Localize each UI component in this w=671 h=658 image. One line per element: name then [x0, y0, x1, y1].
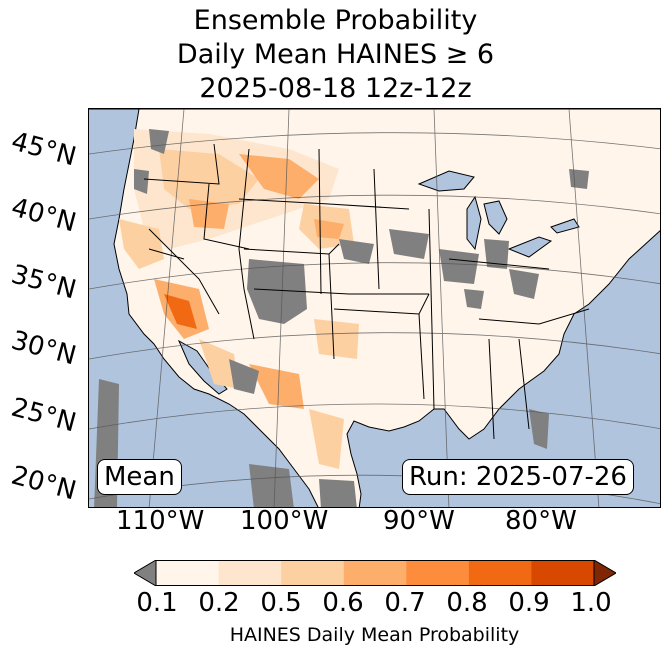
graticule: [89, 109, 660, 507]
lon-label-100: 100°W: [240, 506, 329, 536]
probability-shading: [119, 129, 359, 469]
colorbar-tick-4: 0.7: [384, 588, 426, 618]
colorbar-label: HAINES Daily Mean Probability: [229, 624, 520, 646]
colorbar-tick-3: 0.6: [322, 588, 364, 618]
colorbar-segment: [343, 560, 407, 586]
lat-label-25: 25°N: [8, 392, 80, 439]
colorbar-over-arrow: [593, 560, 616, 586]
colorbar-frame: [155, 560, 595, 586]
colorbar-tick-2: 0.5: [260, 588, 302, 618]
colorbar-segment: [468, 560, 532, 586]
run-date-box: Run: 2025-07-26: [402, 459, 634, 495]
lat-label-20: 20°N: [8, 460, 80, 507]
lon-label-90: 90°W: [383, 506, 455, 536]
colorbar-under-arrow: [134, 560, 157, 586]
colorbar: [134, 560, 616, 586]
title-line-2: Daily Mean HAINES ≥ 6: [176, 39, 495, 70]
colorbar-tick-1: 0.2: [198, 588, 240, 618]
colorbar-tick-5: 0.8: [446, 588, 488, 618]
below-threshold-areas: [94, 129, 589, 507]
state-boundaries: [143, 143, 590, 440]
mean-label-box: Mean: [97, 459, 182, 495]
colorbar-segment: [281, 560, 345, 586]
colorbar-segment: [156, 560, 220, 586]
lat-label-35: 35°N: [8, 259, 80, 306]
colorbar-segment: [218, 560, 282, 586]
title-line-3: 2025-08-18 12z-12z: [199, 73, 472, 104]
map-panel: Mean Run: 2025-07-26: [88, 108, 661, 508]
lat-label-30: 30°N: [8, 325, 80, 372]
lat-label-45: 45°N: [8, 126, 80, 173]
colorbar-segment: [531, 560, 595, 586]
lon-label-110: 110°W: [116, 506, 205, 536]
lat-label-40: 40°N: [8, 192, 80, 239]
title-line-1: Ensemble Probability: [193, 5, 478, 36]
colorbar-tick-7: 1.0: [570, 588, 612, 618]
map-title: Ensemble Probability Daily Mean HAINES ≥…: [0, 4, 671, 106]
colorbar-tick-6: 0.9: [508, 588, 550, 618]
colorbar-tick-0: 0.1: [136, 588, 178, 618]
great-lakes: [417, 170, 580, 258]
colorbar-segment: [406, 560, 470, 586]
map-svg: [89, 109, 660, 507]
lon-label-80: 80°W: [505, 506, 577, 536]
